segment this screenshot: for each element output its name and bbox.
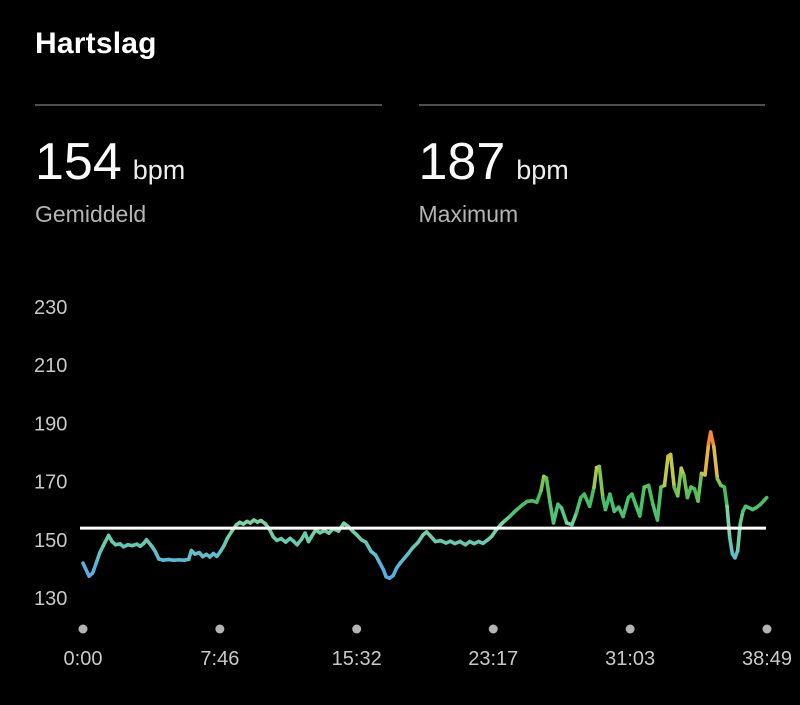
heart-rate-trace-segment [638, 485, 647, 518]
heart-rate-trace-segment [551, 502, 560, 525]
page-title: Hartslag [35, 27, 157, 60]
heart-rate-trace-segment [662, 454, 670, 488]
heart-rate-trace-segment [630, 492, 639, 509]
heart-rate-trace-segment [708, 430, 716, 449]
heart-rate-trace-segment [725, 504, 732, 539]
x-axis-label: 7:46 [200, 648, 239, 670]
average-unit: bpm [132, 155, 186, 185]
x-axis-tick-dot [625, 624, 635, 634]
y-axis-label: 130 [34, 588, 67, 610]
x-axis-tick-dot [215, 624, 225, 634]
heart-rate-trace-segment [621, 495, 631, 519]
x-axis-tick-dot [78, 624, 88, 634]
x-axis-label: 15:32 [332, 648, 382, 670]
maximum-unit: bpm [516, 155, 569, 185]
heart-rate-trace-segment [668, 452, 676, 489]
x-axis-tick-dot [488, 624, 498, 634]
heart-rate-trace-segment [655, 485, 663, 522]
stats-row: 154 bpm Gemiddeld 187 bpm Maximum [35, 104, 765, 228]
divider [35, 104, 382, 106]
stat-average: 154 bpm Gemiddeld [35, 104, 382, 228]
heart-rate-trace-segment [574, 495, 583, 515]
heart-rate-trace-segment [696, 471, 704, 503]
heart-rate-trace-segment [539, 474, 546, 493]
average-label: Gemiddeld [35, 201, 147, 227]
divider [418, 104, 765, 106]
heart-rate-trace-segment [703, 441, 711, 477]
x-axis-label: 0:00 [64, 648, 103, 670]
heart-rate-trace-segment [675, 466, 684, 498]
x-axis-tick-dot [762, 624, 772, 634]
x-axis-tick-dot [352, 624, 362, 634]
heart-rate-trace-segment [597, 464, 605, 500]
heart-rate-trace-segment [587, 485, 596, 509]
stat-maximum: 187 bpm Maximum [418, 104, 766, 228]
heart-rate-trace-segment [559, 505, 569, 525]
heart-rate-trace-segment [727, 535, 735, 556]
average-value-row: 154 bpm [35, 136, 382, 188]
x-axis-label: 23:17 [468, 648, 518, 670]
y-axis-label: 150 [34, 530, 67, 552]
maximum-value: 187 [418, 133, 506, 191]
y-axis-label: 170 [34, 472, 67, 494]
heart-rate-trace-segment [646, 483, 655, 507]
heart-rate-trace-segment [758, 495, 769, 507]
y-axis-label: 190 [34, 413, 67, 435]
heart-rate-trace-segment [738, 509, 745, 526]
heart-rate-trace-segment [592, 465, 599, 490]
maximum-value-row: 187 bpm [419, 136, 766, 188]
x-axis-label: 31:03 [605, 648, 655, 670]
average-value: 154 [35, 133, 122, 191]
y-axis-label: 210 [34, 355, 67, 377]
heart-rate-trace-segment [712, 444, 720, 481]
heart-rate-trace-segment [722, 485, 729, 509]
x-axis-label: 38:49 [742, 648, 792, 670]
y-axis-label: 230 [34, 297, 67, 319]
heart-rate-trace-segment [534, 488, 543, 505]
heart-rate-trace-segment [570, 511, 579, 527]
heart-rate-trace-segment [685, 485, 693, 500]
heart-rate-trace-segment [544, 476, 552, 504]
maximum-label: Maximum [418, 201, 519, 227]
heart-rate-trace-segment [608, 492, 617, 514]
